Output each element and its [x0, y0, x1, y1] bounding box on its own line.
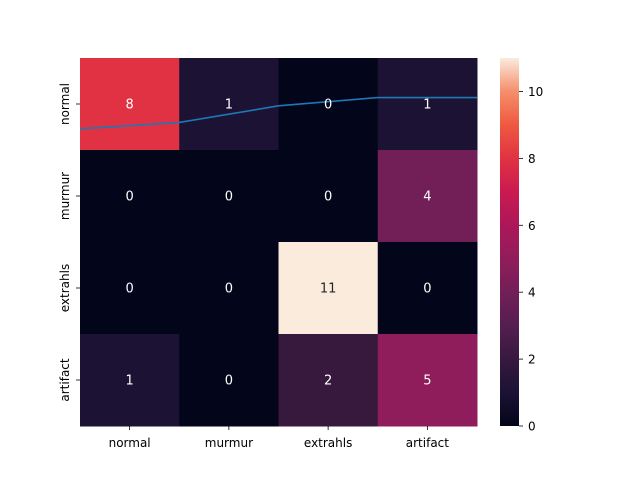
cell-value-label: 0 [423, 282, 431, 297]
heatmap-cell [377, 334, 478, 427]
heatmap-cell [377, 58, 478, 151]
colorbar-tick-label: 10 [528, 85, 543, 99]
colorbar-tick-label: 4 [528, 286, 536, 300]
x-axis: normal murmur extrahls artifact [109, 426, 450, 450]
cell-value-label: 1 [225, 98, 233, 113]
heatmap-cell [80, 150, 180, 243]
colorbar-gradient [500, 58, 519, 426]
heatmap-cell [179, 58, 279, 151]
heatmap-cell [377, 242, 478, 335]
heatmap-cell [278, 334, 379, 427]
y-tick-label: murmur [58, 172, 72, 220]
cell-value-label: 4 [423, 190, 431, 205]
cell-value-label: 0 [125, 190, 133, 205]
colorbar-tick-label: 2 [528, 353, 536, 367]
cell-value-label: 0 [225, 374, 233, 389]
x-tick-label: artifact [406, 436, 450, 450]
cell-value-label: 0 [225, 282, 233, 297]
cell-annotations: 8 1 0 1 0 0 0 4 0 0 11 0 1 0 2 5 [125, 98, 431, 389]
heatmap-cell [278, 150, 379, 243]
x-tick-label: normal [109, 436, 151, 450]
cell-value-label: 1 [423, 98, 431, 113]
x-tick-label: extrahls [304, 436, 352, 450]
cell-value-label: 0 [225, 190, 233, 205]
colorbar-tick-label: 0 [528, 420, 536, 434]
cell-value-label: 0 [125, 282, 133, 297]
colorbar-tick-label: 6 [528, 219, 536, 233]
overlay-line [80, 96, 477, 130]
heatmap-cell [179, 150, 279, 243]
cell-value-label: 5 [423, 374, 431, 389]
heatmap-cells [80, 58, 478, 427]
cell-value-label: 11 [320, 282, 337, 297]
colorbar: 0 2 4 6 8 10 [500, 58, 543, 434]
heatmap-cell [377, 150, 478, 243]
overlay-line-group [80, 96, 477, 130]
x-tick-label: murmur [205, 436, 253, 450]
cell-value-label: 0 [324, 98, 332, 113]
cell-value-label: 2 [324, 374, 332, 389]
heatmap-cell [80, 334, 180, 427]
y-tick-label: artifact [58, 358, 72, 402]
heatmap-cell [179, 334, 279, 427]
colorbar-tick-label: 8 [528, 152, 536, 166]
cell-value-label: 8 [125, 98, 133, 113]
heatmap-cell [278, 242, 379, 335]
cell-value-label: 0 [324, 190, 332, 205]
y-axis: normal murmur extrahls artifact [58, 83, 80, 402]
heatmap-cell [80, 58, 180, 151]
heatmap-cell [179, 242, 279, 335]
y-tick-label: extrahls [58, 264, 72, 312]
cell-value-label: 1 [125, 374, 133, 389]
heatmap-cell [80, 242, 180, 335]
y-tick-label: normal [58, 83, 72, 125]
